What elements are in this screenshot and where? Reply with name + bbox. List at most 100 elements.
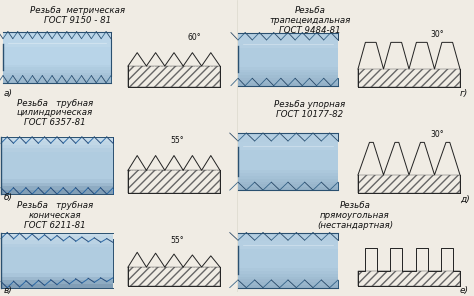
Text: Резьба   трубная: Резьба трубная — [17, 201, 93, 210]
Bar — [238, 33, 338, 35]
FancyBboxPatch shape — [238, 232, 338, 288]
Bar — [238, 141, 338, 144]
Bar — [238, 255, 338, 257]
Bar — [238, 266, 338, 268]
Bar — [238, 170, 338, 173]
Text: б): б) — [4, 193, 13, 202]
Bar — [238, 139, 338, 141]
Bar — [3, 44, 111, 47]
Bar — [1, 190, 113, 194]
Bar — [1, 284, 113, 288]
Bar — [238, 179, 338, 181]
Bar — [1, 236, 113, 240]
Bar — [238, 62, 338, 65]
Bar — [3, 37, 111, 39]
Bar — [238, 133, 338, 136]
Bar — [238, 252, 338, 255]
Bar — [238, 41, 338, 43]
Text: (нестандартная): (нестандартная) — [317, 221, 393, 230]
Bar — [1, 141, 113, 144]
Bar — [238, 260, 338, 263]
Text: Резьба упорная: Резьба упорная — [274, 100, 346, 110]
Bar — [238, 136, 338, 139]
Bar — [3, 70, 111, 73]
Bar — [238, 274, 338, 277]
Text: Резьба: Резьба — [294, 6, 326, 15]
Bar — [1, 186, 113, 190]
Bar — [238, 173, 338, 176]
Bar — [238, 271, 338, 274]
Text: 30°: 30° — [430, 30, 444, 38]
Text: г): г) — [460, 89, 468, 98]
Text: 55°: 55° — [170, 136, 183, 145]
Text: а): а) — [4, 89, 13, 98]
Bar — [238, 181, 338, 184]
Bar — [238, 147, 338, 150]
Text: Резьба: Резьба — [339, 201, 371, 210]
Bar — [1, 280, 113, 284]
Bar — [238, 81, 338, 83]
Text: ГОСТ 9484-81: ГОСТ 9484-81 — [279, 26, 341, 35]
Bar — [3, 67, 111, 70]
Text: ГОСТ 9150 - 81: ГОСТ 9150 - 81 — [45, 16, 111, 25]
Bar — [238, 73, 338, 75]
Bar — [238, 35, 338, 38]
Bar — [238, 46, 338, 49]
FancyBboxPatch shape — [1, 232, 113, 288]
Text: трапецеидальная: трапецеидальная — [269, 16, 351, 25]
Bar — [238, 176, 338, 179]
FancyBboxPatch shape — [238, 33, 338, 86]
Bar — [238, 43, 338, 46]
Bar — [238, 249, 338, 252]
Bar — [238, 67, 338, 70]
Bar — [3, 65, 111, 67]
Bar — [238, 156, 338, 159]
Text: ГОСТ 6211-81: ГОСТ 6211-81 — [24, 221, 86, 230]
Bar — [238, 38, 338, 41]
FancyBboxPatch shape — [3, 32, 111, 83]
Bar — [238, 241, 338, 244]
Bar — [238, 244, 338, 246]
Bar — [238, 51, 338, 54]
Polygon shape — [358, 142, 460, 193]
Polygon shape — [358, 42, 460, 87]
FancyBboxPatch shape — [238, 133, 338, 190]
Bar — [238, 268, 338, 271]
Bar — [238, 285, 338, 288]
Bar — [3, 52, 111, 54]
Bar — [3, 75, 111, 78]
Bar — [238, 144, 338, 147]
Bar — [238, 232, 338, 235]
Bar — [3, 34, 111, 37]
Text: ГОСТ 10177-82: ГОСТ 10177-82 — [276, 110, 344, 119]
Bar — [238, 238, 338, 241]
Bar — [3, 49, 111, 52]
Text: в): в) — [4, 286, 13, 295]
Bar — [238, 150, 338, 153]
Text: д): д) — [460, 195, 470, 204]
Bar — [3, 60, 111, 62]
Bar — [238, 83, 338, 86]
Bar — [1, 240, 113, 244]
Bar — [238, 59, 338, 62]
Bar — [1, 183, 113, 186]
Polygon shape — [128, 53, 220, 87]
Bar — [3, 62, 111, 65]
Polygon shape — [128, 155, 220, 193]
FancyBboxPatch shape — [1, 137, 113, 194]
Bar — [238, 49, 338, 51]
Bar — [238, 65, 338, 67]
Bar — [3, 78, 111, 80]
Bar — [1, 277, 113, 280]
Text: е): е) — [460, 286, 469, 295]
Bar — [238, 235, 338, 238]
Bar — [238, 153, 338, 156]
Bar — [3, 32, 111, 34]
Polygon shape — [358, 248, 460, 286]
Bar — [238, 165, 338, 167]
Bar — [1, 179, 113, 183]
Bar — [238, 187, 338, 190]
Bar — [238, 246, 338, 249]
Text: 55°: 55° — [170, 237, 183, 245]
Bar — [238, 263, 338, 266]
